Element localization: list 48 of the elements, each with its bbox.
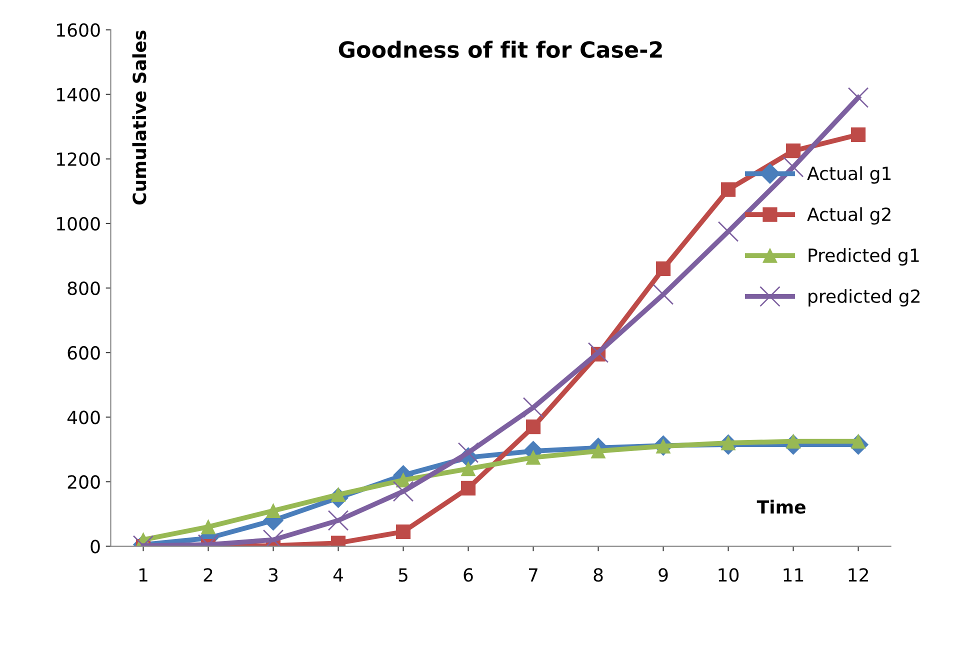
point <box>266 503 281 518</box>
point <box>200 520 216 534</box>
x-tick-label: 11 <box>784 568 804 582</box>
chart-title: Goodness of fit for Case-2 <box>338 40 662 58</box>
y-axis-title: Cumulative Sales <box>132 30 146 205</box>
point <box>526 450 541 465</box>
point <box>460 480 476 496</box>
legend-label: predicted g2 <box>808 289 920 307</box>
y-tick-label: 1200 <box>57 152 100 166</box>
legend-label: Actual g2 <box>807 207 890 225</box>
point <box>656 261 671 276</box>
point <box>460 462 476 476</box>
y-tick-label: 0 <box>90 540 100 554</box>
x-tick-label: 5 <box>398 568 408 582</box>
x-tick-label: 12 <box>848 568 868 582</box>
y-tick-label: 1000 <box>57 216 100 231</box>
point <box>720 182 736 197</box>
y-tick-label: 1600 <box>57 23 100 37</box>
y-tick-label: 400 <box>67 410 100 424</box>
y-tick-label: 1400 <box>57 88 100 102</box>
x-axis-title: Time <box>756 500 806 514</box>
x-tick-label: 7 <box>529 568 538 582</box>
point <box>328 510 349 531</box>
y-tick-label: 800 <box>68 281 100 296</box>
point <box>652 284 674 305</box>
point <box>848 87 869 108</box>
point <box>590 444 606 458</box>
x-tick-label: 1 <box>139 568 148 582</box>
y-tick-label: 600 <box>68 346 100 360</box>
legend-label: Actual g1 <box>807 166 891 184</box>
point <box>850 127 866 142</box>
x-tick-label: 3 <box>268 568 278 582</box>
x-tick-label: 9 <box>658 568 668 582</box>
point <box>786 144 801 158</box>
point <box>458 442 479 464</box>
point <box>396 524 411 540</box>
x-tick-label: 10 <box>718 568 739 582</box>
point <box>782 156 804 178</box>
point <box>526 420 541 434</box>
point <box>522 397 544 418</box>
y-tick-label: 200 <box>68 475 100 489</box>
point <box>392 480 414 502</box>
x-tick-label: 4 <box>333 568 343 582</box>
x-tick-label: 2 <box>204 568 212 582</box>
x-tick-label: 8 <box>594 568 603 582</box>
x-tick-label: 6 <box>464 568 473 582</box>
legend-label: Predicted g1 <box>808 248 919 266</box>
point <box>718 221 739 242</box>
